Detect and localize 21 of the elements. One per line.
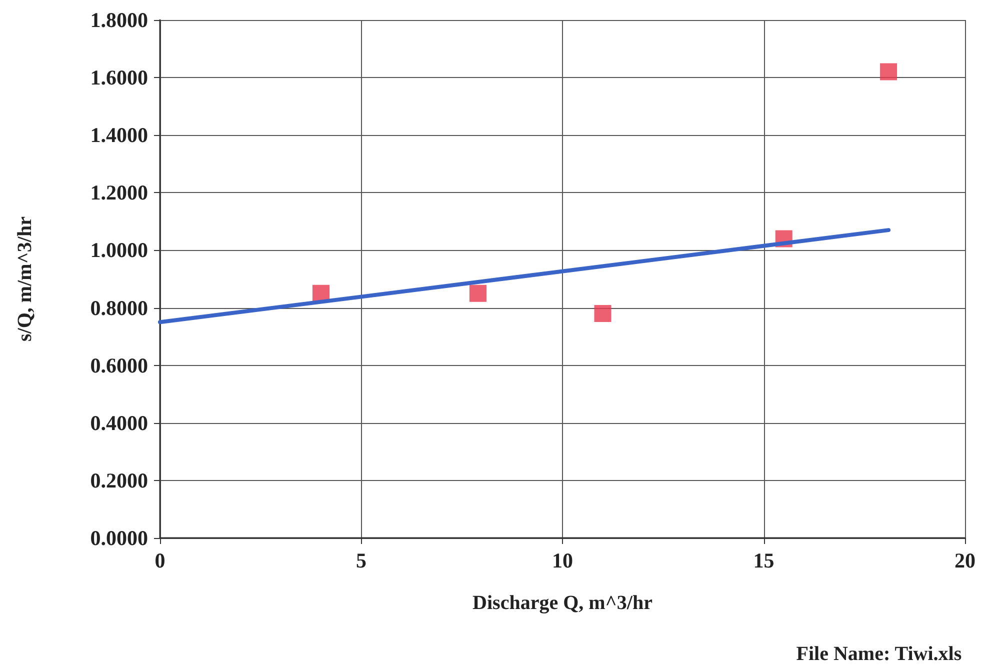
y-tick-label: 1.8000 — [90, 8, 148, 32]
x-tick-label: 15 — [753, 548, 774, 572]
y-axis-title: s/Q, m/m^3/hr — [14, 216, 36, 342]
text: File Name: Tiwi.xls — [796, 643, 962, 665]
x-tick-label: 10 — [552, 548, 573, 572]
point — [469, 284, 486, 302]
x-tick-label: 5 — [356, 548, 366, 572]
y-tick-label: 1.2000 — [90, 180, 148, 205]
y-tick-label: 0.6000 — [90, 353, 148, 378]
x-tick-label: 0 — [154, 548, 166, 572]
x-tick-label: 20 — [954, 548, 976, 572]
point — [880, 63, 898, 80]
y-tick-label: 1.6000 — [90, 66, 148, 90]
x-axis-title: Discharge Q, m^3/hr — [472, 592, 653, 614]
point — [594, 305, 612, 322]
y-tick-label: 0.2000 — [90, 468, 148, 492]
y-tick-label: 0.8000 — [90, 296, 148, 320]
y-tick-label: 1.4000 — [90, 123, 148, 148]
y-tick-label: 0.4000 — [90, 410, 148, 435]
y-tick-label: 0.0000 — [90, 526, 148, 550]
y-tick-label: 1.0000 — [90, 238, 148, 262]
